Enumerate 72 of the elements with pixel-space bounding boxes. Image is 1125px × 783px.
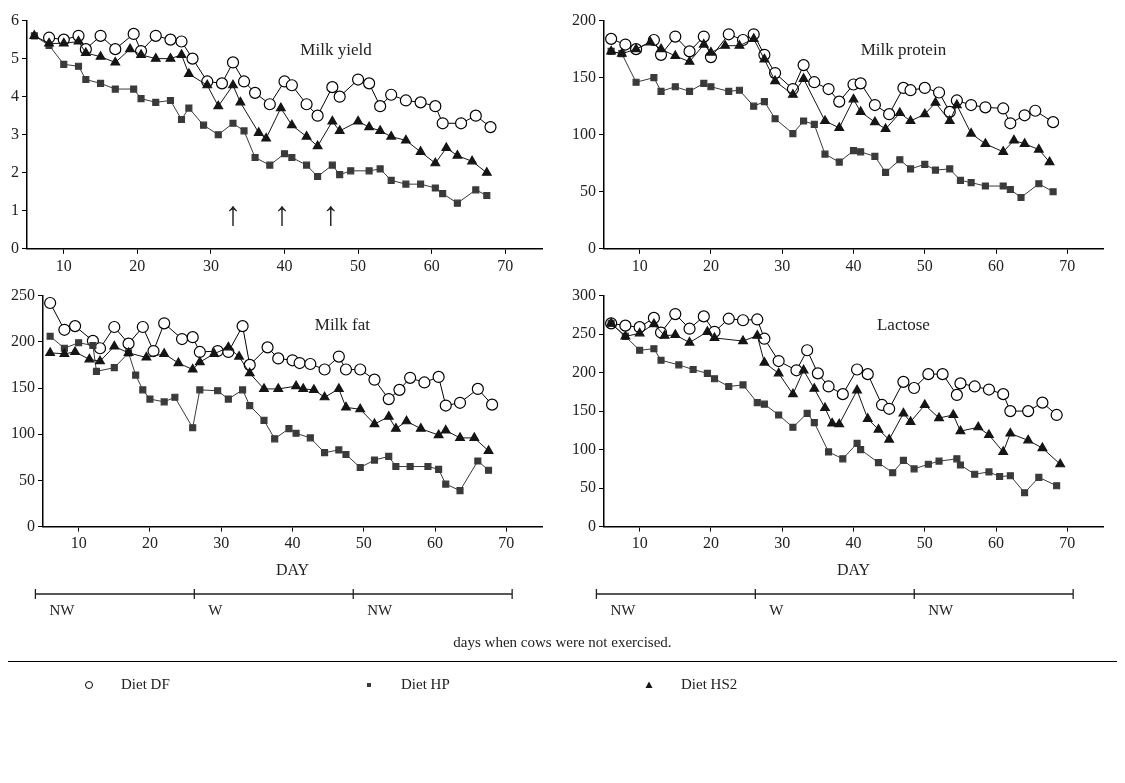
y-tick-label: 150 <box>572 67 596 85</box>
annotation: ↑ <box>224 194 242 232</box>
x-tick-label: 20 <box>129 256 146 274</box>
y-tick-label: 300 <box>572 285 596 303</box>
y-tick-label: 50 <box>580 181 596 199</box>
x-axis-title: DAY <box>836 560 871 578</box>
x-tick-label: 70 <box>498 534 515 552</box>
y-tick-label: 50 <box>580 478 596 496</box>
y-tick-label: 100 <box>11 424 35 442</box>
x-tick-label: 20 <box>702 256 719 274</box>
y-tick-label: 3 <box>11 124 19 142</box>
x-tick-label: 30 <box>213 534 230 552</box>
text: NW <box>928 602 954 619</box>
y-tick-label: 100 <box>572 124 596 142</box>
y-tick-label: 0 <box>588 239 596 256</box>
x-tick-label: 70 <box>497 256 514 274</box>
y-tick-label: 100 <box>572 439 596 457</box>
x-tick-label: 60 <box>988 256 1005 274</box>
y-tick-label: 6 <box>11 10 19 28</box>
x-tick-label: 30 <box>774 534 791 552</box>
x-tick-label: 70 <box>1059 534 1076 552</box>
x-tick-label: 60 <box>427 534 444 552</box>
y-tick-label: 0 <box>588 516 596 534</box>
x-tick-label: 50 <box>355 534 372 552</box>
y-tick-label: 50 <box>19 470 35 488</box>
x-tick-label: 70 <box>1059 256 1076 274</box>
y-tick-label: 0 <box>27 516 35 534</box>
y-tick-label: 1 <box>11 200 19 218</box>
text: Milk protein <box>860 40 947 60</box>
y-tick-label: 200 <box>11 332 35 349</box>
x-tick-label: 40 <box>284 534 301 552</box>
x-tick-label: 60 <box>988 534 1005 552</box>
y-tick-label: 4 <box>11 86 19 104</box>
text: Milk yield <box>300 40 373 60</box>
y-tick-label: 150 <box>572 401 596 419</box>
x-tick-label: 10 <box>70 534 87 552</box>
y-tick-label: 250 <box>572 324 596 342</box>
x-tick-label: 60 <box>423 256 440 274</box>
text: days when cows were not exercised. <box>452 634 673 651</box>
x-tick-label: 30 <box>774 256 791 274</box>
x-tick-label: 50 <box>916 256 933 274</box>
text: W <box>208 602 223 619</box>
text: NW <box>367 602 393 619</box>
y-tick-label: 5 <box>11 48 19 66</box>
x-tick-label: 40 <box>845 256 862 274</box>
y-tick-label: 0 <box>11 239 19 256</box>
y-tick-label: 2 <box>11 162 19 180</box>
x-tick-label: 20 <box>141 534 158 552</box>
x-tick-label: 40 <box>276 256 293 274</box>
x-axis-title: DAY <box>275 560 310 578</box>
x-tick-label: 10 <box>631 256 648 274</box>
y-tick-label: 250 <box>11 285 35 303</box>
text: NW <box>49 602 75 619</box>
x-tick-label: 30 <box>202 256 219 274</box>
x-tick-label: 40 <box>845 534 862 552</box>
legend-label: Diet DF <box>121 676 170 693</box>
y-tick-label: 150 <box>11 378 35 396</box>
x-tick-label: 50 <box>916 534 933 552</box>
text: Lactose <box>876 315 930 335</box>
legend-label: Diet HS2 <box>681 676 738 693</box>
text: Milk fat <box>314 315 371 335</box>
x-tick-label: 10 <box>55 256 72 274</box>
y-tick-label: 200 <box>572 10 596 28</box>
text: W <box>769 602 784 619</box>
annotation: ↑ <box>322 194 340 232</box>
x-tick-label: 50 <box>350 256 367 274</box>
text: NW <box>610 602 636 619</box>
x-tick-label: 20 <box>702 534 719 552</box>
x-tick-label: 10 <box>631 534 648 552</box>
y-tick-label: 200 <box>572 362 596 380</box>
legend-label: Diet HP <box>401 676 450 693</box>
annotation: ↑ <box>273 194 291 232</box>
